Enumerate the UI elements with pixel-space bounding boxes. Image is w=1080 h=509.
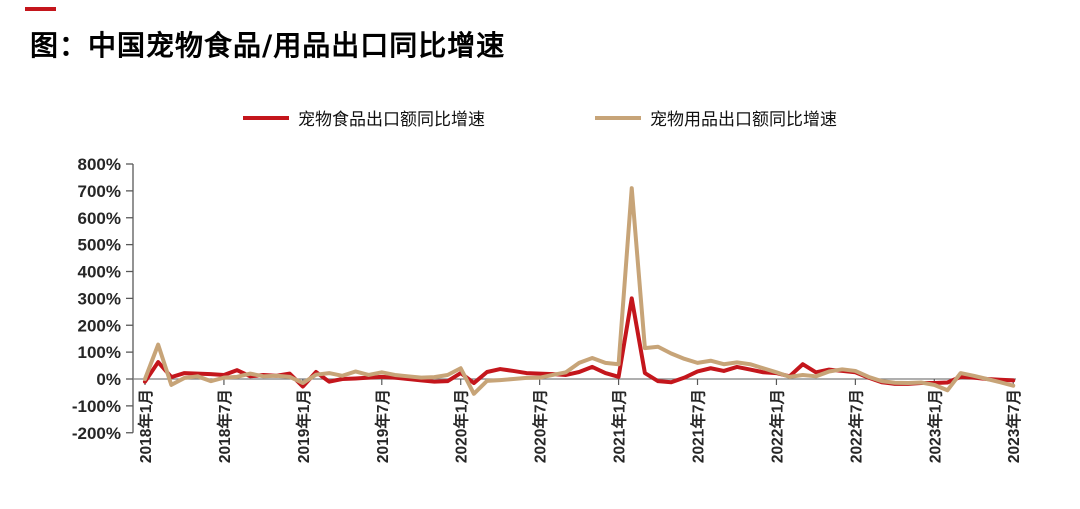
y-tick-label: -200%	[72, 424, 121, 443]
x-tick-label: 2022年1月	[767, 389, 786, 463]
series-line-0	[143, 296, 1016, 389]
x-tick-label: 2020年7月	[531, 389, 550, 463]
x-tick-label: 2022年7月	[846, 389, 865, 463]
legend-label-pet-supplies: 宠物用品出口额同比增速	[650, 110, 837, 130]
chart-legend: 宠物食品出口额同比增速 宠物用品出口额同比增速	[0, 105, 1080, 130]
y-tick-label: 800%	[78, 155, 121, 174]
x-tick-label: 2018年1月	[136, 389, 155, 463]
x-tick-label: 2021年7月	[689, 389, 708, 463]
x-tick-label: 2018年7月	[215, 389, 234, 463]
x-tick-label: 2023年1月	[925, 389, 944, 463]
legend-label-pet-food: 宠物食品出口额同比增速	[298, 110, 485, 130]
legend-swatch-pet-food	[243, 115, 289, 120]
x-tick-label: 2019年7月	[373, 389, 392, 463]
y-tick-label: 300%	[78, 289, 121, 308]
x-tick-label: 2019年1月	[294, 389, 313, 463]
page-accent-mark	[25, 7, 56, 11]
y-tick-label: 400%	[78, 263, 121, 282]
legend-item-pet-food: 宠物食品出口额同比增速	[243, 105, 485, 130]
y-tick-label: -100%	[72, 397, 121, 416]
y-tick-label: 0%	[96, 370, 121, 389]
x-tick-label: 2020年1月	[452, 389, 471, 463]
legend-item-pet-supplies: 宠物用品出口额同比增速	[595, 105, 837, 130]
y-tick-label: 700%	[78, 182, 121, 201]
y-tick-label: 500%	[78, 236, 121, 255]
y-tick-label: 600%	[78, 209, 121, 228]
series-line-1	[143, 186, 1016, 396]
y-tick-label: 100%	[78, 343, 121, 362]
chart-title: 图：中国宠物食品/用品出口同比增速	[30, 29, 506, 62]
x-tick-label: 2021年1月	[610, 389, 629, 463]
x-tick-label: 2023年7月	[1004, 389, 1023, 463]
y-tick-label: 200%	[78, 316, 121, 335]
legend-swatch-pet-supplies	[595, 115, 641, 120]
